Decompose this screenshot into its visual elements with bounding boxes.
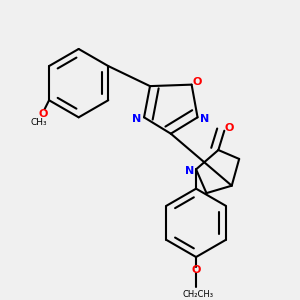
Text: N: N bbox=[185, 166, 195, 176]
Text: O: O bbox=[191, 266, 201, 275]
Text: O: O bbox=[38, 109, 48, 118]
Text: N: N bbox=[200, 114, 210, 124]
Text: N: N bbox=[132, 114, 141, 124]
Text: CH₃: CH₃ bbox=[30, 118, 47, 127]
Text: CH₂CH₃: CH₂CH₃ bbox=[182, 290, 213, 299]
Text: O: O bbox=[193, 77, 202, 87]
Text: O: O bbox=[224, 123, 233, 133]
